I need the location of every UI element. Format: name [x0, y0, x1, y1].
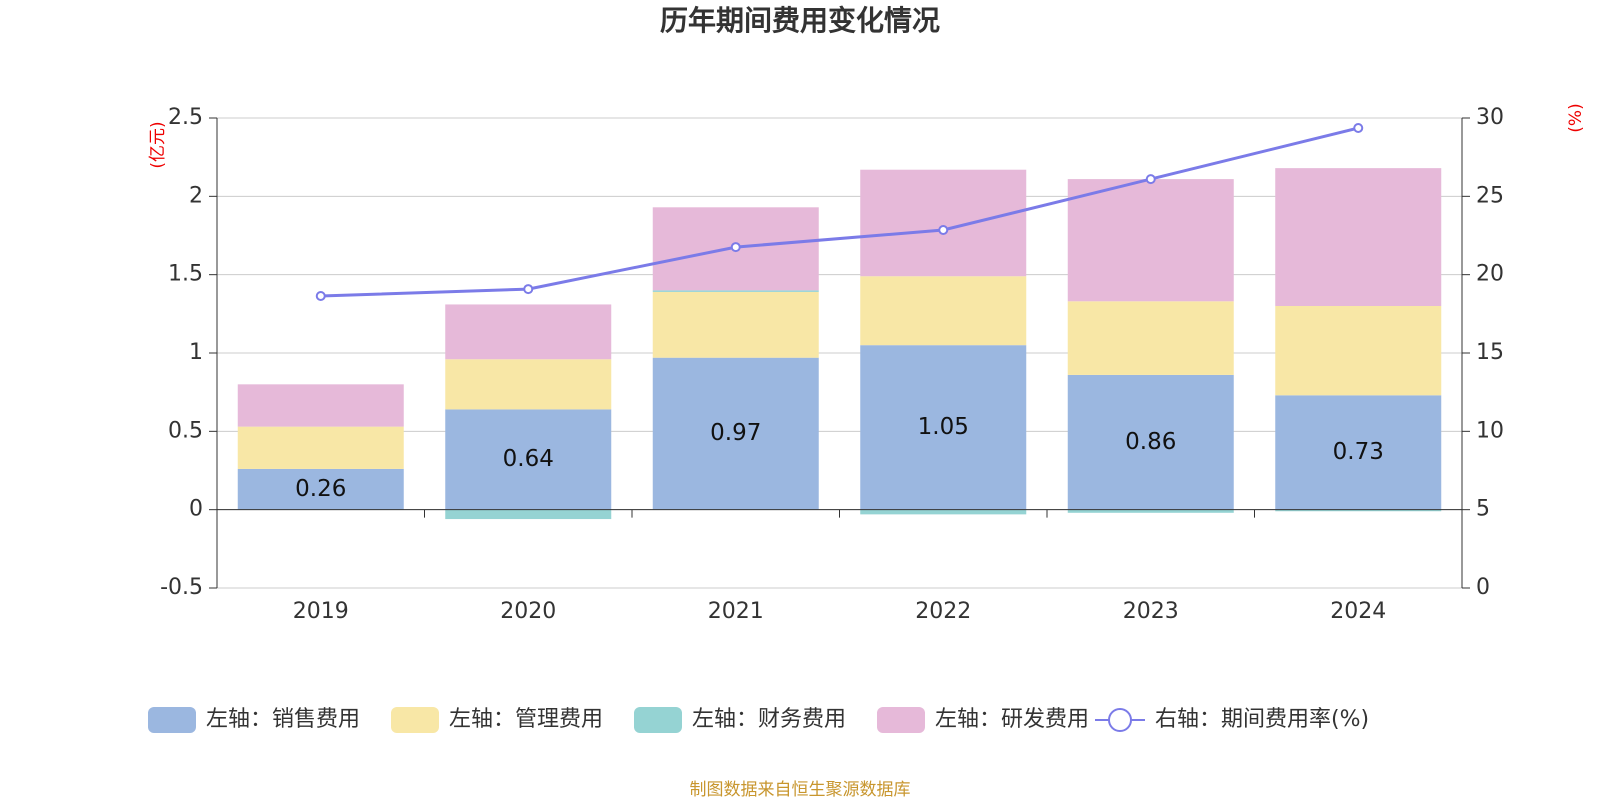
legend-label: 左轴：管理费用	[449, 707, 603, 732]
y2-tick-label: 5	[1476, 497, 1490, 522]
data-label: 0.97	[710, 420, 761, 446]
line-point	[315, 290, 326, 301]
bar	[860, 276, 1027, 346]
bar	[237, 384, 404, 427]
legend-label: 左轴：销售费用	[206, 707, 360, 732]
data-label: 0.26	[295, 476, 346, 502]
bar	[860, 169, 1027, 277]
y2-tick-label: 20	[1476, 262, 1504, 287]
y2-tick-label: 25	[1476, 183, 1504, 208]
bar	[860, 345, 1027, 510]
bar	[1067, 374, 1234, 510]
line-point	[1353, 123, 1364, 134]
line-point	[730, 242, 741, 253]
legend-label: 左轴：研发费用	[935, 707, 1089, 732]
legend-swatch	[148, 707, 196, 733]
line-series	[320, 126, 1359, 298]
bar	[1275, 168, 1442, 306]
legend-label: 右轴：期间费用率(%)	[1155, 707, 1369, 732]
bar	[445, 409, 612, 510]
x-tick-label: 2024	[1330, 599, 1386, 624]
x-tick-label: 2023	[1123, 599, 1179, 624]
y-tick-label: 1.5	[168, 262, 203, 287]
y2-tick-label: 15	[1476, 340, 1504, 365]
y-tick-label: 2.5	[168, 105, 203, 130]
line-point	[938, 225, 949, 236]
x-tick-label: 2021	[708, 599, 764, 624]
legend-label: 左轴：财务费用	[692, 707, 846, 732]
y-tick-label: 0.5	[168, 418, 203, 443]
y2-axis-label: (%)	[1566, 103, 1586, 132]
bar	[445, 304, 612, 360]
bar	[652, 357, 819, 510]
bar	[1067, 509, 1234, 513]
line-point	[523, 284, 534, 295]
bar	[237, 426, 404, 469]
bar	[445, 509, 612, 520]
bar	[237, 468, 404, 510]
bar	[1067, 179, 1234, 302]
line-point	[1145, 174, 1156, 185]
x-tick-label: 2019	[293, 599, 349, 624]
bar	[860, 509, 1027, 515]
y-tick-label: 2	[189, 183, 203, 208]
bar	[652, 291, 819, 358]
source-note: 制图数据来自恒生聚源数据库	[690, 780, 911, 800]
bar	[445, 359, 612, 410]
data-label: 0.86	[1125, 429, 1176, 455]
y-tick-label: 0	[189, 497, 203, 522]
legend-swatch	[391, 707, 439, 733]
legend-swatch	[1108, 708, 1132, 732]
y2-tick-label: 10	[1476, 418, 1504, 443]
y-tick-label: 1	[189, 340, 203, 365]
data-label: 1.05	[918, 414, 969, 440]
y-axis-label: (亿元)	[148, 121, 168, 168]
y-tick-label: -0.5	[160, 575, 203, 600]
bar	[1067, 301, 1234, 375]
bar	[652, 290, 819, 292]
data-label: 0.64	[503, 446, 554, 472]
bar	[1275, 395, 1442, 510]
legend-swatch	[877, 707, 925, 733]
x-tick-label: 2022	[915, 599, 971, 624]
bar	[1275, 509, 1442, 512]
x-tick-label: 2020	[500, 599, 556, 624]
chart-title: 历年期间费用变化情况	[660, 4, 940, 37]
y2-tick-label: 30	[1476, 105, 1504, 130]
legend-swatch	[634, 707, 682, 733]
y2-tick-label: 0	[1476, 575, 1490, 600]
bar	[1275, 306, 1442, 396]
data-label: 0.73	[1333, 439, 1384, 465]
